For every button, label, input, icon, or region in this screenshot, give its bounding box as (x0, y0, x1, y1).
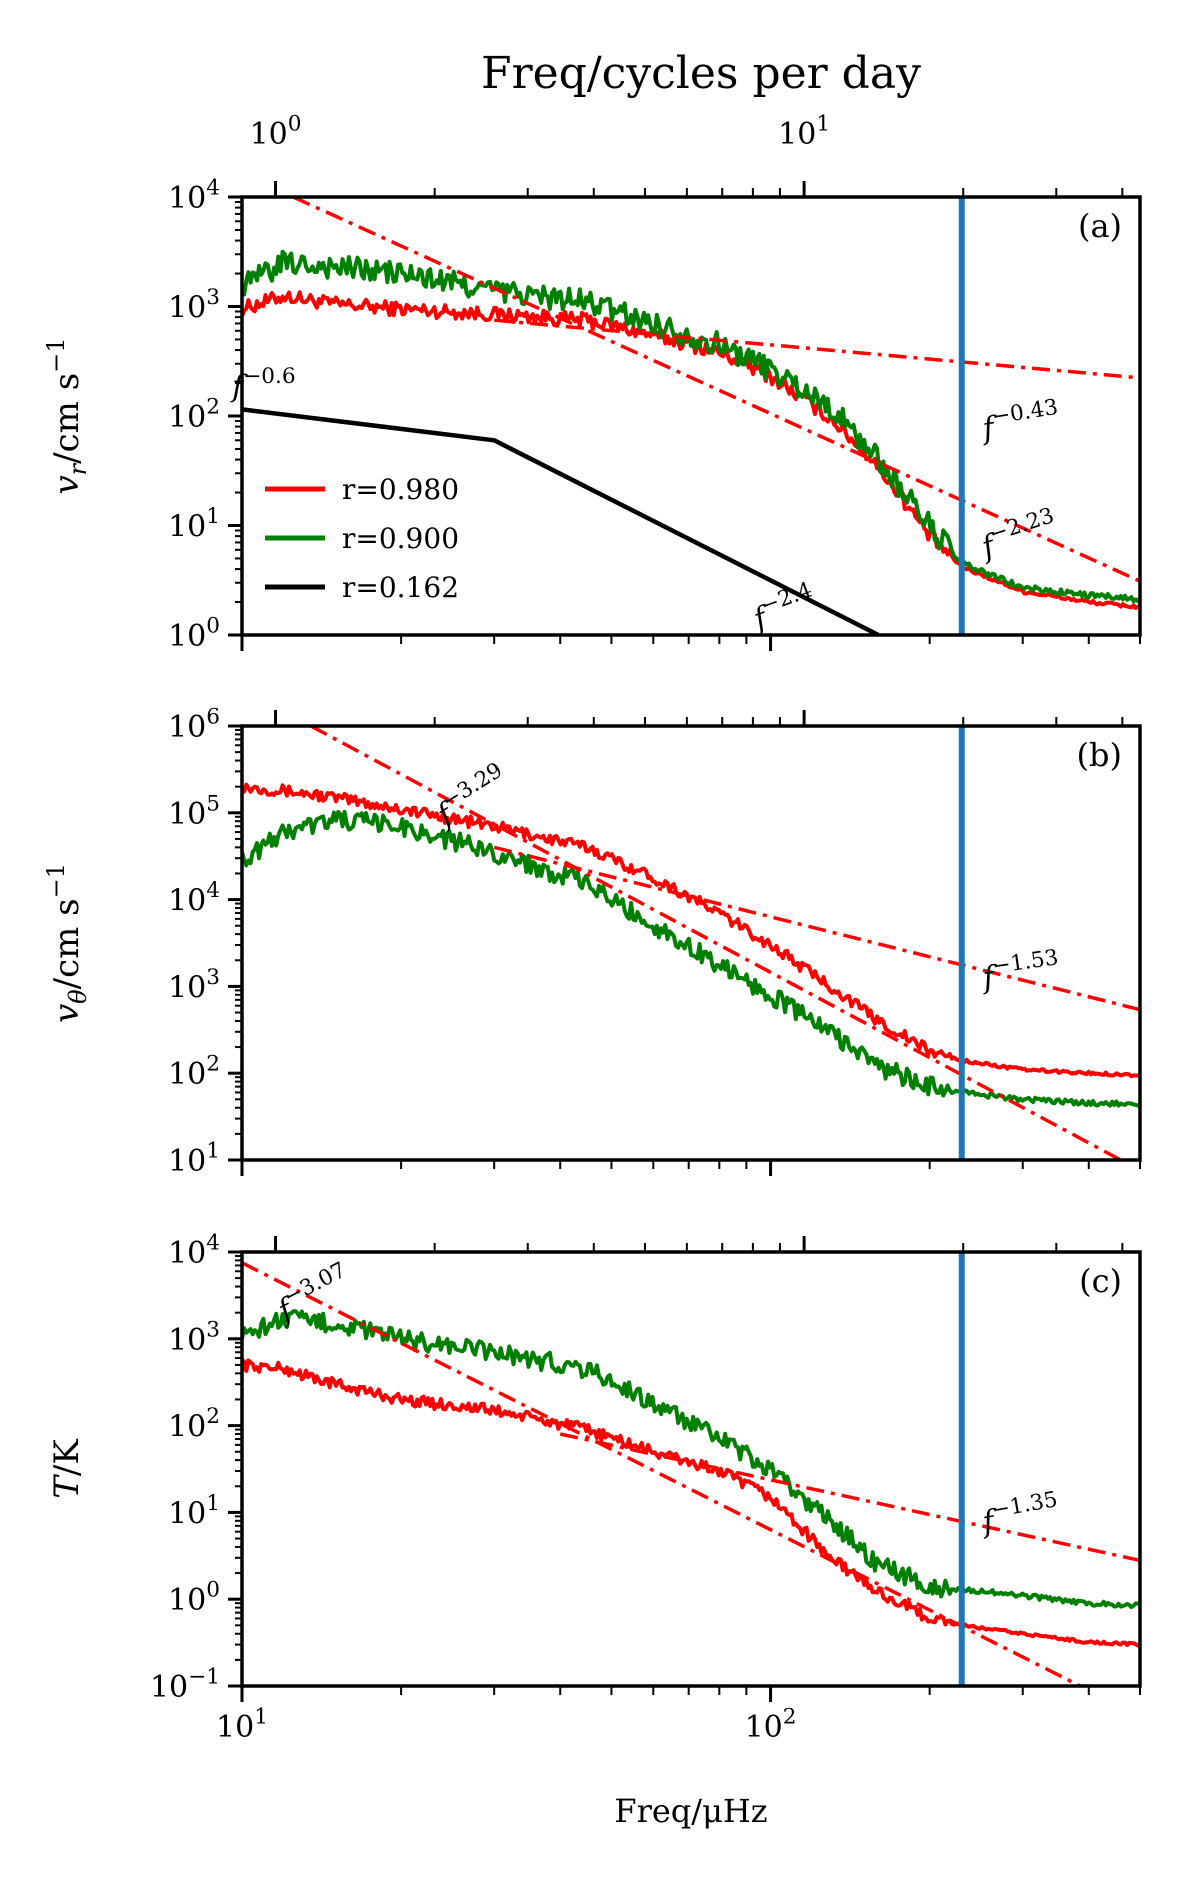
y-tick-label: 104 (168, 176, 220, 217)
x-tick-label: 101 (216, 1705, 268, 1746)
series-r0162 (242, 407, 880, 635)
series-r0980 (242, 782, 1140, 1079)
plot-area (242, 197, 1140, 635)
y-tick-label: 104 (168, 878, 220, 919)
legend-label: r=0.900 (342, 522, 459, 555)
fit-line-f043 (494, 318, 1140, 380)
legend-label: r=0.162 (342, 571, 459, 604)
panel-tag: (a) (1078, 207, 1122, 245)
x-axis-label: Freq/μHz (614, 1792, 767, 1830)
legend-label: r=0.980 (342, 473, 459, 506)
top-tick-label: 100 (250, 112, 302, 153)
y-axis-label: T/K (47, 1439, 87, 1499)
y-tick-label: 100 (168, 1578, 220, 1619)
series-r0900 (242, 249, 1140, 604)
fit-line-f135 (559, 1432, 1140, 1563)
legend: r=0.980 r=0.900 r=0.162 (265, 473, 459, 604)
plot-frame (240, 724, 1142, 1162)
panel-tag: (b) (1077, 736, 1122, 774)
y-tick-label: 103 (168, 965, 220, 1006)
y-tick-label: 101 (168, 1139, 220, 1180)
panel-a: f−0.6f−2.4f−0.43f−2.23(a)100101102103104… (42, 176, 1142, 655)
y-tick-label: 102 (168, 395, 220, 436)
y-tick-label: 106 (168, 705, 220, 746)
top-axis-label: Freq/cycles per day (481, 48, 921, 99)
fit-line-f153 (493, 845, 1140, 1012)
plot-frame (240, 1250, 1142, 1688)
fit-line-f329 (310, 726, 1125, 1160)
y-tick-label: 102 (168, 1052, 220, 1093)
panel-tag: (c) (1079, 1262, 1122, 1300)
y-tick-label: 10−1 (150, 1665, 220, 1706)
annotation-m2.4: f−2.4 (745, 578, 820, 638)
fit-line-f223 (292, 197, 1140, 583)
y-tick-label: 105 (168, 791, 220, 832)
y-tick-label: 101 (168, 504, 220, 545)
y-tick-label: 103 (168, 1317, 220, 1358)
y-tick-label: 101 (168, 1491, 220, 1532)
series-r0900 (242, 1309, 1140, 1610)
fit-line-f307 (242, 1261, 1085, 1686)
y-tick-label: 102 (168, 1404, 220, 1445)
series-r0900 (242, 809, 1140, 1108)
plot-area (242, 726, 1140, 1160)
y-tick-label: 100 (168, 614, 220, 655)
y-tick-label: 104 (168, 1231, 220, 1272)
y-tick-label: 103 (168, 285, 220, 326)
y-axis-label: vθ/cm s−1 (42, 863, 92, 1023)
x-tick-label: 102 (745, 1705, 797, 1746)
top-tick-label: 101 (778, 112, 830, 153)
annotation-m0.6: f−0.6 (230, 364, 296, 405)
y-axis-label: vr/cm s−1 (42, 337, 92, 494)
annotation-m0.43: f−0.43 (978, 395, 1063, 447)
annotation-m1.53: f−1.53 (978, 945, 1062, 996)
plot-area (242, 1252, 1140, 1686)
